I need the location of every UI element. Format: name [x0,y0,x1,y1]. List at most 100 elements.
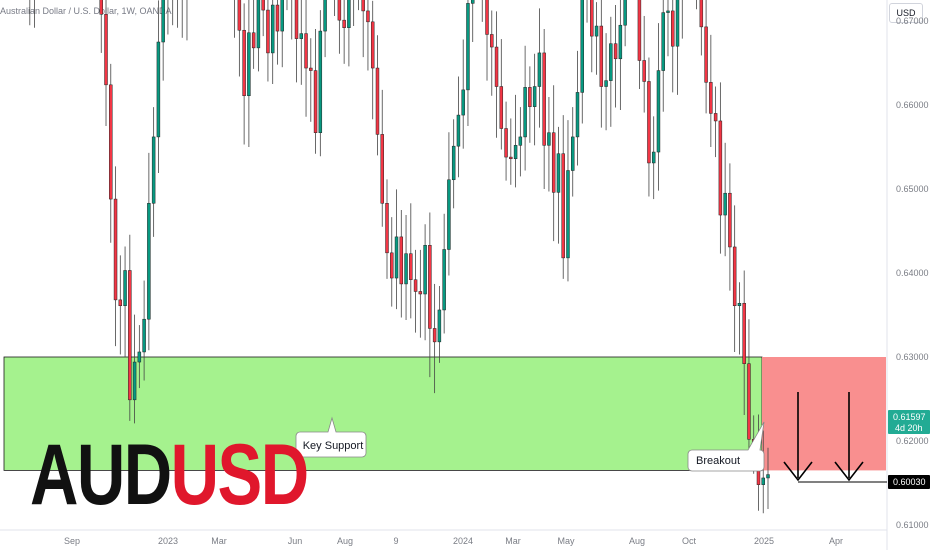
candle-body [270,4,275,54]
candle-body [556,153,561,193]
x-tick-label: Jun [288,536,303,546]
target-price-value: 0.60030 [893,477,926,487]
x-tick-label: Oct [682,536,697,546]
candle-body [623,0,627,26]
bar-countdown: 4d 20h [895,423,923,433]
candle-body [599,25,604,87]
candle-body [309,67,313,71]
candle-body [123,270,127,307]
candle-body [394,236,399,279]
candle-body [409,253,413,280]
candle-body [337,0,342,21]
candle-body [485,0,489,35]
candle-body [713,113,718,122]
candle-body [504,128,508,158]
candle-body [466,3,470,91]
candle-body [418,291,423,295]
candle-body [656,70,661,153]
down-arrow-head [783,461,813,482]
candle-body [761,477,765,485]
y-tick-label: 0.66000 [896,100,929,110]
candle-body [747,363,751,440]
chart-title: Australian Dollar / U.S. Dollar, 1W, OAN… [0,6,172,16]
y-tick-label: 0.63000 [896,352,929,362]
candle-body [528,87,532,107]
y-tick-label: 0.61000 [896,520,929,530]
candle-body [661,12,665,71]
x-tick-label: 9 [393,536,398,546]
x-tick-label: Mar [505,536,521,546]
x-tick-label: Aug [629,536,645,546]
candle-body [494,46,499,87]
candle-body [275,4,280,32]
logo-part-usd: USD [170,427,310,523]
candle-body [399,236,404,285]
candle-body [732,246,737,307]
candle-body [251,32,256,49]
candle-body [742,302,746,364]
candle-body [523,87,527,138]
y-tick-label: 0.65000 [896,184,929,194]
candle-body [375,67,380,135]
x-tick-label: 2025 [754,536,774,546]
candle-body [385,203,389,254]
candle-body [423,245,427,295]
candle-body [575,92,580,138]
y-tick-label: 0.64000 [896,268,929,278]
candle-body [299,33,304,39]
candle-body [618,24,623,60]
candle-body [442,249,446,311]
breakout-zone [762,357,886,471]
candle-body [266,9,270,54]
target-price-badge [888,475,930,489]
candle-body [137,351,142,363]
candle-body [113,198,118,301]
candle-body [428,245,432,329]
down-arrow-head [834,461,864,482]
x-tick-label: Aug [337,536,353,546]
candle-body [642,60,646,82]
candle-body [366,10,370,23]
candle-body [437,309,442,343]
candle-body [370,21,375,69]
logo-part-aud: AUD [30,427,172,523]
candle-body [318,30,323,133]
candle-body [151,136,156,204]
candle-body [413,279,418,292]
candle-body [647,81,651,164]
breakout-callout [687,421,765,472]
candle-body [361,0,365,12]
candle-body [671,10,675,47]
candle-body [704,26,708,83]
candle-body [447,179,451,250]
x-tick-label: Mar [211,536,227,546]
candle-body [723,192,727,216]
candle-body [242,29,246,97]
candle-body [280,0,284,32]
candle-body [571,136,575,171]
candle-body [142,318,146,353]
candle-body [99,0,103,15]
candle-body [404,253,408,285]
candle-body [590,0,594,37]
candle-body [709,82,713,114]
key-support-label: Key Support [303,440,364,452]
candle-body [490,34,494,48]
x-tick-label: 2023 [158,536,178,546]
candle-body [537,52,542,87]
candle-body [561,153,565,259]
candle-body [675,0,680,47]
currency-button[interactable]: USD [889,3,923,23]
candle-body [566,170,570,259]
candle-body [551,132,556,193]
candle-body [104,14,108,86]
audusd-logo: AUDUSD [30,432,309,518]
candle-body [718,120,723,216]
candle-body [637,0,642,61]
candle-body [513,145,518,160]
candle-body [156,41,161,138]
candle-body [432,328,437,343]
key-support-callout [295,416,367,458]
